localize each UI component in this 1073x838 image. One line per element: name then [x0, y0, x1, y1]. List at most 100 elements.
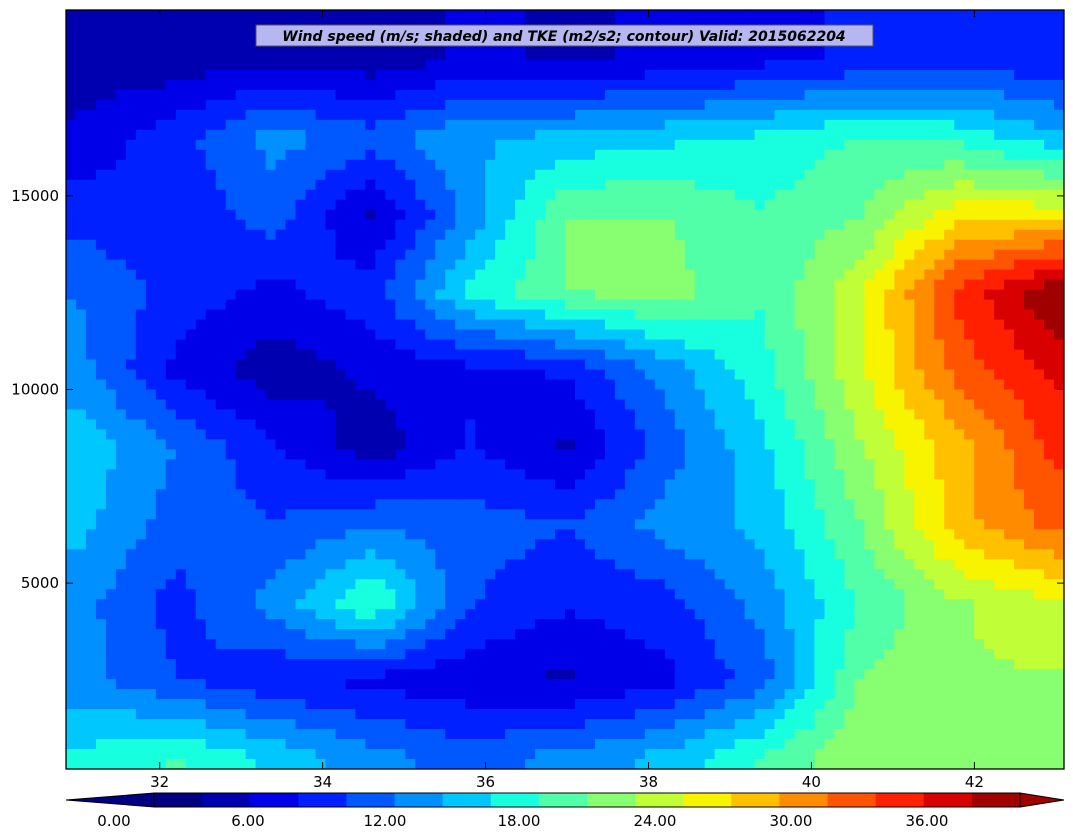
field-cell	[325, 219, 337, 231]
field-cell	[245, 479, 257, 490]
field-cell	[674, 389, 686, 401]
field-cell	[984, 49, 995, 61]
field-cell	[115, 239, 127, 251]
field-cell	[974, 149, 985, 161]
field-cell	[315, 239, 327, 251]
field-cell	[924, 259, 935, 271]
field-cell	[425, 369, 436, 381]
field-cell	[694, 89, 706, 101]
field-cell	[1004, 289, 1015, 301]
field-cell	[764, 49, 776, 61]
field-cell	[764, 409, 776, 421]
field-cell	[1054, 239, 1064, 251]
field-cell	[385, 359, 396, 371]
field-cell	[984, 359, 995, 371]
field-cell	[854, 299, 865, 311]
field-cell	[764, 269, 776, 281]
field-cell	[255, 449, 267, 461]
field-cell	[185, 49, 197, 61]
field-cell	[884, 219, 895, 231]
field-cell	[95, 489, 107, 500]
field-cell	[674, 249, 686, 261]
field-cell	[195, 69, 207, 81]
field-cell	[664, 469, 676, 480]
field-cell	[614, 439, 626, 451]
field-cell	[774, 419, 786, 431]
field-cell	[155, 39, 167, 51]
field-cell	[894, 239, 905, 251]
field-cell	[355, 259, 366, 271]
field-cell	[525, 59, 536, 71]
field-cell	[984, 319, 995, 331]
field-cell	[525, 469, 536, 480]
field-cell	[734, 319, 746, 331]
field-cell	[704, 149, 716, 161]
field-cell	[1014, 489, 1025, 500]
field-cell	[974, 419, 985, 431]
field-cell	[784, 339, 796, 351]
field-cell	[994, 399, 1005, 411]
field-cell	[674, 229, 686, 241]
field-cell	[315, 119, 327, 131]
field-cell	[275, 279, 287, 291]
field-cell	[1004, 209, 1015, 221]
field-cell	[175, 429, 187, 441]
field-cell	[864, 489, 875, 500]
field-cell	[195, 389, 207, 401]
field-cell	[375, 359, 386, 371]
field-cell	[565, 99, 576, 111]
field-cell	[115, 10, 127, 21]
field-cell	[794, 209, 806, 221]
field-cell	[644, 299, 656, 311]
field-cell	[964, 189, 975, 201]
field-cell	[804, 119, 816, 131]
field-cell	[205, 339, 217, 351]
field-cell	[75, 69, 87, 81]
field-cell	[565, 79, 576, 91]
field-cell	[185, 59, 197, 71]
field-cell	[944, 89, 955, 101]
field-cell	[1024, 49, 1035, 61]
field-cell	[365, 449, 376, 461]
field-cell	[734, 419, 746, 431]
field-cell	[924, 39, 935, 51]
field-cell	[734, 399, 746, 411]
field-cell	[485, 229, 496, 241]
field-cell	[744, 279, 756, 291]
field-cell	[375, 79, 386, 91]
field-cell	[425, 259, 436, 271]
field-cell	[135, 269, 147, 281]
field-cell	[435, 329, 446, 341]
field-cell	[545, 249, 556, 261]
field-cell	[854, 359, 865, 371]
field-cell	[145, 319, 157, 331]
field-cell	[874, 189, 885, 201]
field-cell	[724, 169, 736, 181]
field-cell	[724, 479, 736, 490]
field-cell	[774, 10, 786, 21]
field-cell	[674, 459, 686, 470]
field-cell	[305, 119, 317, 131]
field-cell	[844, 129, 856, 141]
field-cell	[485, 129, 496, 141]
field-cell	[924, 99, 935, 111]
field-cell	[884, 179, 895, 191]
field-cell	[774, 309, 786, 321]
field-cell	[574, 429, 586, 441]
field-cell	[85, 129, 97, 141]
field-cell	[355, 459, 366, 470]
field-cell	[515, 229, 526, 241]
field-cell	[614, 89, 626, 101]
field-cell	[545, 339, 556, 351]
field-cell	[614, 419, 626, 431]
field-cell	[1004, 29, 1015, 41]
field-cell	[904, 429, 915, 441]
field-cell	[445, 329, 456, 341]
field-cell	[664, 479, 676, 490]
field-cell	[834, 329, 846, 341]
field-cell	[894, 189, 905, 201]
field-cell	[515, 239, 526, 251]
field-cell	[1024, 19, 1035, 31]
field-cell	[285, 89, 297, 101]
field-cell	[814, 99, 826, 111]
